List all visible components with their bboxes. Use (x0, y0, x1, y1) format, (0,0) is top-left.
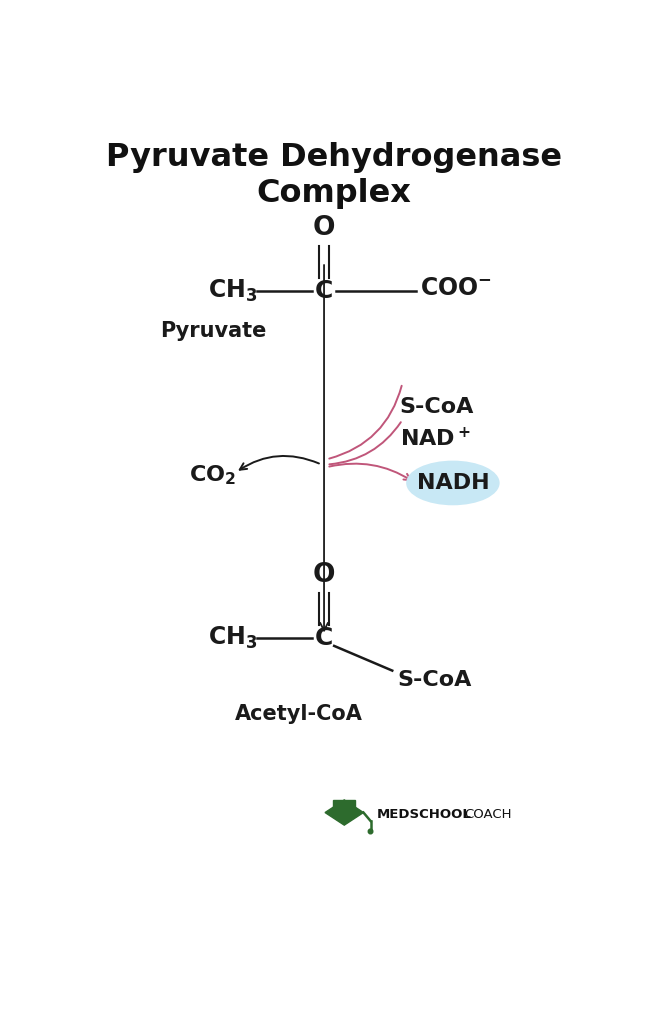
Text: Pyruvate: Pyruvate (160, 321, 266, 341)
Text: $\mathregular{CO_2}$: $\mathregular{CO_2}$ (189, 463, 237, 486)
Polygon shape (325, 800, 363, 825)
Text: Acetyl-CoA: Acetyl-CoA (235, 705, 363, 724)
Text: $\mathregular{COO^{-}}$: $\mathregular{COO^{-}}$ (420, 276, 492, 300)
Text: O: O (313, 562, 335, 588)
Text: COACH: COACH (464, 808, 512, 820)
Text: S-CoA: S-CoA (400, 396, 474, 417)
Text: $\mathregular{CH_3}$: $\mathregular{CH_3}$ (209, 278, 258, 304)
Text: C: C (315, 280, 333, 303)
Text: Complex: Complex (257, 178, 411, 209)
Text: $\mathregular{CH_3}$: $\mathregular{CH_3}$ (209, 625, 258, 651)
Text: $\mathregular{NAD^+}$: $\mathregular{NAD^+}$ (400, 427, 471, 450)
Text: Pyruvate Dehydrogenase: Pyruvate Dehydrogenase (106, 141, 562, 173)
Ellipse shape (406, 461, 499, 505)
Polygon shape (333, 800, 355, 812)
Text: MEDSCHOOL: MEDSCHOOL (377, 808, 472, 820)
Text: C: C (315, 626, 333, 650)
Text: S-CoA: S-CoA (397, 670, 471, 690)
Text: O: O (313, 215, 335, 242)
Text: NADH: NADH (417, 473, 489, 493)
Circle shape (368, 829, 373, 834)
